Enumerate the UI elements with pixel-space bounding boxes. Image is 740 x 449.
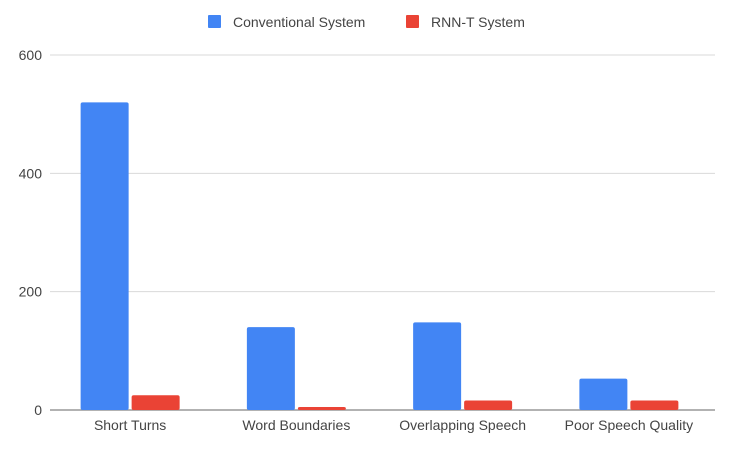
legend-swatch [406,15,419,28]
y-tick-label: 600 [19,47,43,63]
bar-conventional [579,378,628,410]
x-tick-label: Overlapping Speech [399,417,526,433]
bar-conventional [80,102,129,410]
y-tick-label: 400 [19,165,43,181]
x-tick-label: Poor Speech Quality [565,417,693,433]
bar-conventional [413,322,462,410]
legend-label: Conventional System [233,14,365,30]
bar-conventional [246,327,295,410]
legend-swatch [208,15,221,28]
bar-rnnt [630,400,679,410]
legend-label: RNN-T System [431,14,525,30]
x-tick-label: Word Boundaries [242,417,350,433]
x-tick-label: Short Turns [94,417,166,433]
bar-rnnt [131,395,180,410]
bar-rnnt [464,400,513,410]
y-tick-label: 0 [34,402,42,418]
bar-rnnt [297,407,346,410]
y-tick-label: 200 [19,284,43,300]
